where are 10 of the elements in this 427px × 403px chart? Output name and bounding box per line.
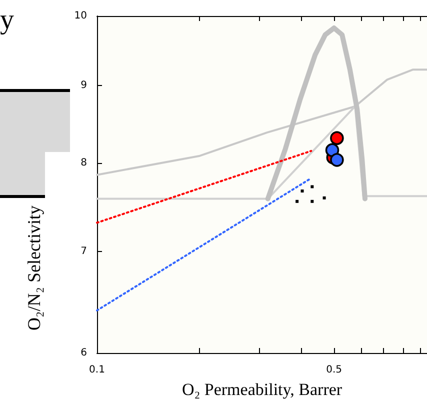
- y-tick-label: 8: [80, 158, 87, 169]
- y-tick-label: 10: [74, 10, 87, 22]
- y-axis-title: O₂/N₂ Selectivity: [24, 205, 44, 331]
- y-tick-label: 7: [80, 246, 87, 257]
- x-tick-label: 0.1: [89, 364, 105, 376]
- text: y: [0, 4, 14, 36]
- x-axis-title: O₂ Permeability, Barrer: [182, 380, 342, 399]
- x-tick-label: 0.5: [326, 364, 342, 376]
- y-tick-label: 9: [80, 80, 87, 92]
- y-tick-label: 6: [80, 348, 87, 358]
